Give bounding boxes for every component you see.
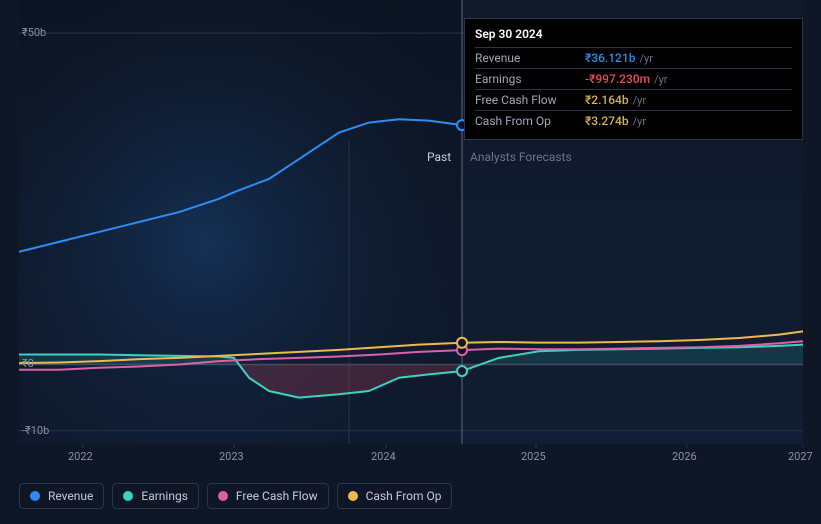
legend-item-revenue[interactable]: Revenue xyxy=(19,483,104,509)
legend-label: Free Cash Flow xyxy=(236,489,318,503)
legend-dot-icon xyxy=(218,491,228,501)
tooltip: Sep 30 2024 Revenue₹36.121b/yrEarnings-₹… xyxy=(464,18,803,140)
legend-item-earnings[interactable]: Earnings xyxy=(112,483,199,509)
tooltip-row-label: Revenue xyxy=(475,51,585,65)
legend-dot-icon xyxy=(30,491,40,501)
legend-dot-icon xyxy=(348,491,358,501)
tooltip-row-value: ₹2.164b xyxy=(585,93,629,107)
tooltip-row-unit: /yr xyxy=(654,73,667,86)
legend-item-cfo[interactable]: Cash From Op xyxy=(337,483,453,509)
x-tick-label: 2022 xyxy=(68,450,93,463)
tooltip-row-label: Free Cash Flow xyxy=(475,93,585,107)
legend: Revenue Earnings Free Cash Flow Cash From O… xyxy=(19,483,452,509)
legend-item-fcf[interactable]: Free Cash Flow xyxy=(207,483,329,509)
legend-label: Earnings xyxy=(141,489,188,503)
tooltip-row-unit: /yr xyxy=(639,52,652,65)
legend-label: Cash From Op xyxy=(366,489,442,503)
tooltip-row-unit: /yr xyxy=(633,115,646,128)
tooltip-row: Cash From Op₹3.274b/yr xyxy=(475,110,792,131)
legend-label: Revenue xyxy=(48,489,93,503)
x-tick-label: 2025 xyxy=(521,450,546,463)
past-label: Past xyxy=(427,150,451,164)
legend-dot-icon xyxy=(123,491,133,501)
y-tick-label: ₹0 xyxy=(22,357,34,370)
tooltip-row-value: ₹36.121b xyxy=(585,51,635,65)
tooltip-row-label: Cash From Op xyxy=(475,114,585,128)
tooltip-row: Revenue₹36.121b/yr xyxy=(475,47,792,68)
x-tick-label: 2024 xyxy=(371,450,396,463)
y-tick-label: ₹50b xyxy=(22,26,46,39)
forecast-label: Analysts Forecasts xyxy=(470,150,572,164)
tooltip-row-value: -₹997.230m xyxy=(585,72,650,86)
y-tick-label: -₹10b xyxy=(22,424,49,437)
tooltip-row: Earnings-₹997.230m/yr xyxy=(475,68,792,89)
tooltip-row-unit: /yr xyxy=(633,94,646,107)
tooltip-row: Free Cash Flow₹2.164b/yr xyxy=(475,89,792,110)
x-tick-label: 2026 xyxy=(672,450,697,463)
x-tick-label: 2023 xyxy=(219,450,244,463)
tooltip-row-value: ₹3.274b xyxy=(585,114,629,128)
x-tick-label: 2027 xyxy=(788,450,813,463)
tooltip-row-label: Earnings xyxy=(475,72,585,86)
tooltip-date: Sep 30 2024 xyxy=(475,27,792,41)
